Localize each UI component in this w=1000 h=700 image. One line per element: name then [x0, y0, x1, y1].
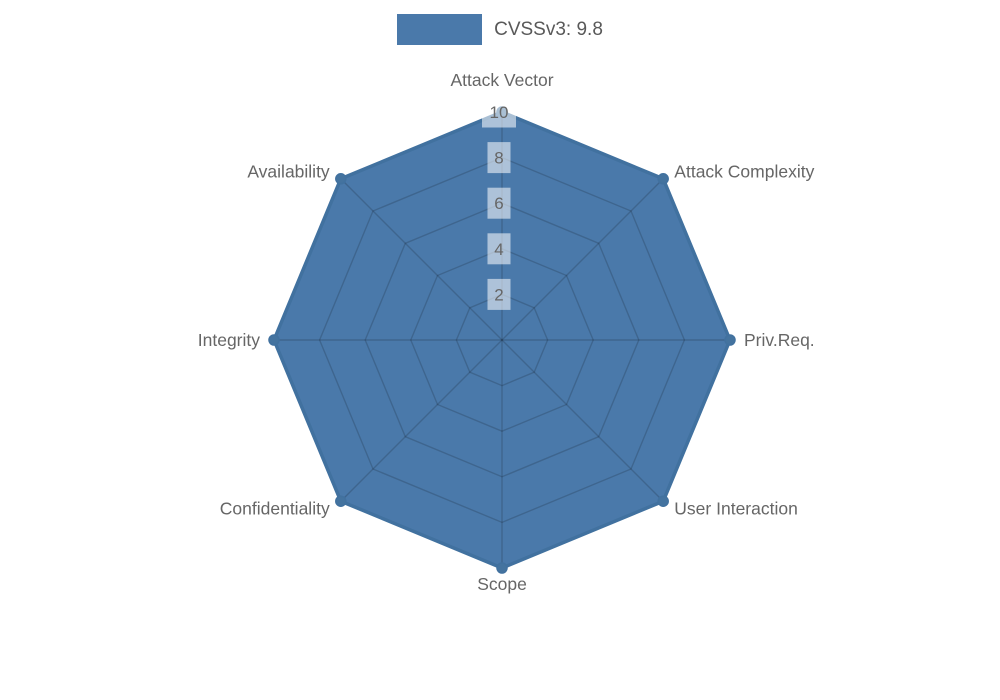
radar-tick-label: 6 [494, 194, 503, 213]
radar-axis-label: User Interaction [674, 498, 798, 518]
chart-legend: CVSSv3: 9.8 [0, 14, 1000, 45]
radar-angle-line [340, 339, 503, 502]
radar-angle-line [501, 339, 664, 502]
radar-angle-line [340, 178, 503, 341]
legend-item-cvssv3[interactable]: CVSSv3: 9.8 [397, 14, 603, 45]
legend-swatch [397, 14, 483, 45]
radar-tick-label: 2 [494, 285, 503, 304]
radar-point-marker [657, 495, 669, 507]
radar-axis-label: Integrity [198, 330, 260, 350]
radar-point-marker [335, 173, 347, 185]
radar-axis-label: Attack Complexity [674, 162, 814, 182]
radar-angle-line [501, 178, 664, 341]
radar-point-marker [496, 562, 508, 574]
legend-label: CVSSv3: 9.8 [494, 19, 603, 40]
radar-tick-backdrop [487, 142, 511, 174]
radar-tick-backdrop [487, 233, 511, 265]
radar-axis-label: Availability [247, 162, 330, 182]
radar-grid-ring [364, 202, 640, 478]
radar-grid-ring [318, 156, 686, 524]
radar-axis-label: Priv.Req. [744, 330, 815, 350]
radar-axis-label: Scope [477, 574, 527, 594]
radar-tick-label: 10 [490, 103, 509, 122]
radar-grid-ring [455, 293, 549, 387]
radar-point-marker [268, 334, 280, 346]
radar-point-marker [657, 173, 669, 185]
radar-tick-backdrop [487, 187, 511, 219]
radar-axis-label: Attack Vector [450, 70, 553, 90]
radar-point-marker [724, 334, 736, 346]
radar-tick-backdrop [487, 278, 511, 310]
radar-grid-ring [410, 248, 594, 432]
radar-axis-label: Confidentiality [220, 498, 330, 518]
radar-tick-backdrop [482, 96, 516, 128]
radar-series-fill [274, 112, 730, 568]
radar-tick-label: 8 [494, 149, 503, 168]
radar-tick-label: 4 [494, 240, 503, 259]
radar-point-marker [335, 495, 347, 507]
